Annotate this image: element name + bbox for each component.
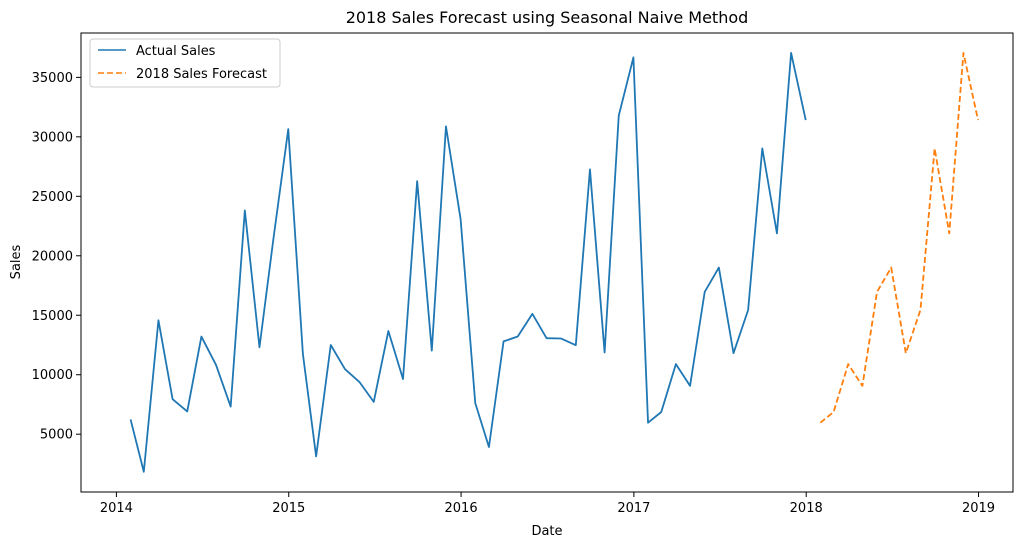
y-tick-label: 35000	[32, 71, 73, 86]
legend-label-actual: Actual Sales	[136, 44, 216, 59]
x-tick-label: 2015	[272, 501, 305, 516]
y-tick-label: 20000	[32, 249, 73, 264]
legend-box	[89, 38, 281, 88]
legend: Actual Sales 2018 Sales Forecast	[89, 38, 281, 88]
y-tick-label: 25000	[32, 190, 73, 205]
x-tick-label: 2014	[100, 501, 133, 516]
x-tick-label: 2016	[445, 501, 478, 516]
x-tick-label: 2019	[962, 501, 995, 516]
series-layer	[129, 52, 979, 473]
plot-frame	[80, 32, 1014, 493]
chart-title: 2018 Sales Forecast using Seasonal Naive…	[346, 8, 749, 27]
x-axis: 2014 2015 2016 2017 2018 2019	[100, 492, 995, 516]
y-tick-label: 10000	[32, 368, 73, 383]
y-tick-label: 5000	[40, 428, 73, 443]
y-axis: 5000 10000 15000 20000 25000 30000 35000	[32, 71, 81, 443]
series-line-forecast	[819, 52, 979, 424]
y-tick-label: 15000	[32, 309, 73, 324]
legend-label-forecast: 2018 Sales Forecast	[136, 67, 267, 82]
y-tick-label: 30000	[32, 130, 73, 145]
series-line-actual	[129, 52, 807, 473]
x-axis-label: Date	[531, 524, 562, 539]
x-tick-label: 2017	[617, 501, 650, 516]
x-tick-label: 2018	[790, 501, 823, 516]
y-axis-label: Sales	[9, 244, 24, 279]
